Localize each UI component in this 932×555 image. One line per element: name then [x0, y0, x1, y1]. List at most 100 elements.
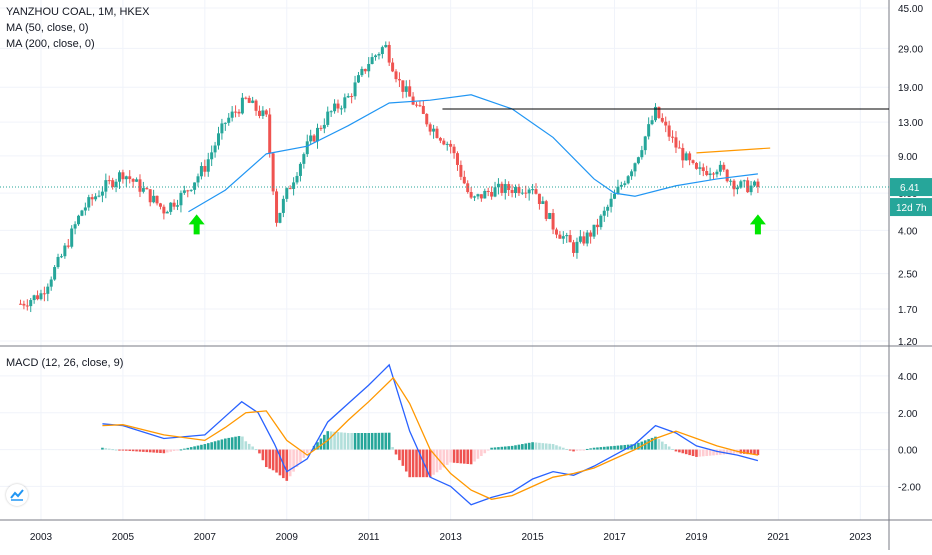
candle-body-12 — [59, 256, 63, 258]
macd-hist-bar-137 — [568, 449, 572, 451]
macd-hist-bar-124 — [524, 443, 528, 450]
candle-body-48 — [182, 190, 186, 193]
macd-hist-bar-146 — [599, 447, 603, 450]
tradingview-logo[interactable] — [6, 484, 28, 506]
candle-body-196 — [688, 153, 692, 161]
macd-hist-bar-178 — [708, 449, 712, 456]
candle-body-55 — [206, 159, 210, 172]
candle-body-58 — [216, 133, 220, 146]
candle-body-114 — [408, 86, 412, 97]
candle-body-63 — [234, 111, 238, 113]
arrow-up-icon-1 — [749, 214, 766, 235]
macd-hist-bar-79 — [370, 432, 374, 450]
candle-body-3 — [29, 300, 33, 307]
candle-body-155 — [548, 213, 552, 219]
candle-body-84 — [305, 141, 309, 155]
macd-hist-bar-32 — [210, 442, 213, 450]
candle-body-179 — [630, 171, 634, 177]
candle-body-121 — [432, 128, 436, 132]
candle-body-67 — [247, 97, 251, 103]
macd-hist-bar-168 — [674, 449, 678, 452]
candle-body-16 — [73, 224, 77, 229]
macd-hist-bar-130 — [544, 443, 548, 450]
macd-hist-bar-183 — [725, 449, 729, 455]
arrow-up-shape-0 — [188, 214, 205, 235]
macd-hist-bar-51 — [275, 449, 278, 473]
macd-hist-bar-38 — [230, 437, 234, 450]
macd-hist-bar-136 — [565, 448, 569, 450]
candle-body-185 — [650, 120, 654, 125]
macd-hist-bar-140 — [579, 449, 582, 451]
price-tick-19.00: 19.00 — [898, 83, 923, 94]
candle-body-115 — [411, 96, 415, 105]
candle-body-39 — [152, 195, 156, 203]
arrow-up-shape-1 — [749, 214, 766, 235]
macd-hist-bar-170 — [681, 449, 685, 454]
candle-body-170 — [599, 215, 603, 228]
macd-hist-bar-131 — [548, 443, 551, 450]
candle-body-211 — [739, 181, 743, 188]
macd-hist-bar-138 — [572, 449, 575, 452]
candle-body-91 — [329, 111, 333, 113]
candle-body-139 — [493, 187, 497, 197]
macd-hist-bar-26 — [189, 447, 193, 450]
candle-body-80 — [292, 182, 296, 189]
macd-hist-bar-75 — [357, 433, 360, 450]
candle-body-216 — [756, 181, 760, 187]
candle-body-99 — [356, 75, 360, 83]
macd-hist-bar-39 — [234, 436, 237, 450]
chart-title: YANZHOU COAL, 1M, HKEX — [6, 6, 150, 18]
candle-body-25 — [104, 180, 108, 192]
candle-body-14 — [66, 245, 70, 247]
candle-body-38 — [148, 189, 152, 203]
candle-body-23 — [97, 195, 101, 197]
time-tick-2013: 2013 — [440, 532, 463, 543]
candle-body-164 — [578, 236, 582, 242]
candle-body-28 — [114, 181, 118, 187]
candle-body-161 — [568, 235, 572, 243]
macd-hist-bar-129 — [541, 443, 545, 450]
macd-hist-bar-41 — [241, 436, 244, 450]
macd-hist-bar-150 — [613, 445, 616, 450]
candle-body-136 — [483, 190, 487, 199]
macd-legend: MACD (12, 26, close, 9) — [6, 355, 123, 371]
macd-hist-bar-143 — [589, 448, 592, 450]
ma-200-label: MA (200, close, 0) — [6, 38, 95, 50]
candle-body-49 — [186, 190, 190, 192]
macd-hist-bar-86 — [394, 449, 398, 455]
candle-body-5 — [36, 295, 40, 300]
candle-body-8 — [46, 286, 50, 294]
candle-body-133 — [473, 196, 477, 198]
macd-hist-bar-80 — [374, 432, 377, 450]
macd-hist-bar-90 — [408, 449, 411, 478]
candle-body-61 — [227, 117, 231, 123]
macd-hist-bar-30 — [203, 444, 207, 450]
macd-hist-bar-47 — [261, 449, 265, 461]
candle-body-41 — [158, 203, 162, 207]
candle-body-13 — [63, 245, 67, 257]
candle-body-108 — [387, 44, 391, 63]
candle-body-4 — [32, 295, 36, 301]
candle-body-153 — [541, 201, 545, 204]
macd-tick--2.00: -2.00 — [898, 482, 921, 493]
macd-hist-bar-29 — [200, 444, 203, 450]
candle-body-212 — [742, 180, 746, 182]
time-tick-2019: 2019 — [685, 532, 708, 543]
time-tick-2015: 2015 — [521, 532, 544, 543]
signal-line — [102, 376, 759, 500]
candle-body-120 — [428, 124, 432, 132]
candle-body-152 — [537, 193, 541, 204]
candle-body-210 — [735, 187, 739, 190]
candle-body-188 — [660, 117, 664, 122]
candle-body-118 — [421, 105, 425, 114]
candle-body-124 — [442, 140, 446, 145]
candle-body-83 — [302, 154, 306, 164]
macd-hist-bar-33 — [213, 441, 217, 450]
macd-hist-bar-148 — [606, 446, 609, 450]
candle-body-130 — [462, 176, 466, 184]
candle-body-44 — [169, 202, 173, 212]
candle-body-134 — [476, 194, 480, 197]
price-tick-29.00: 29.00 — [898, 44, 923, 55]
candle-body-85 — [309, 135, 313, 142]
candle-body-20 — [87, 197, 91, 208]
